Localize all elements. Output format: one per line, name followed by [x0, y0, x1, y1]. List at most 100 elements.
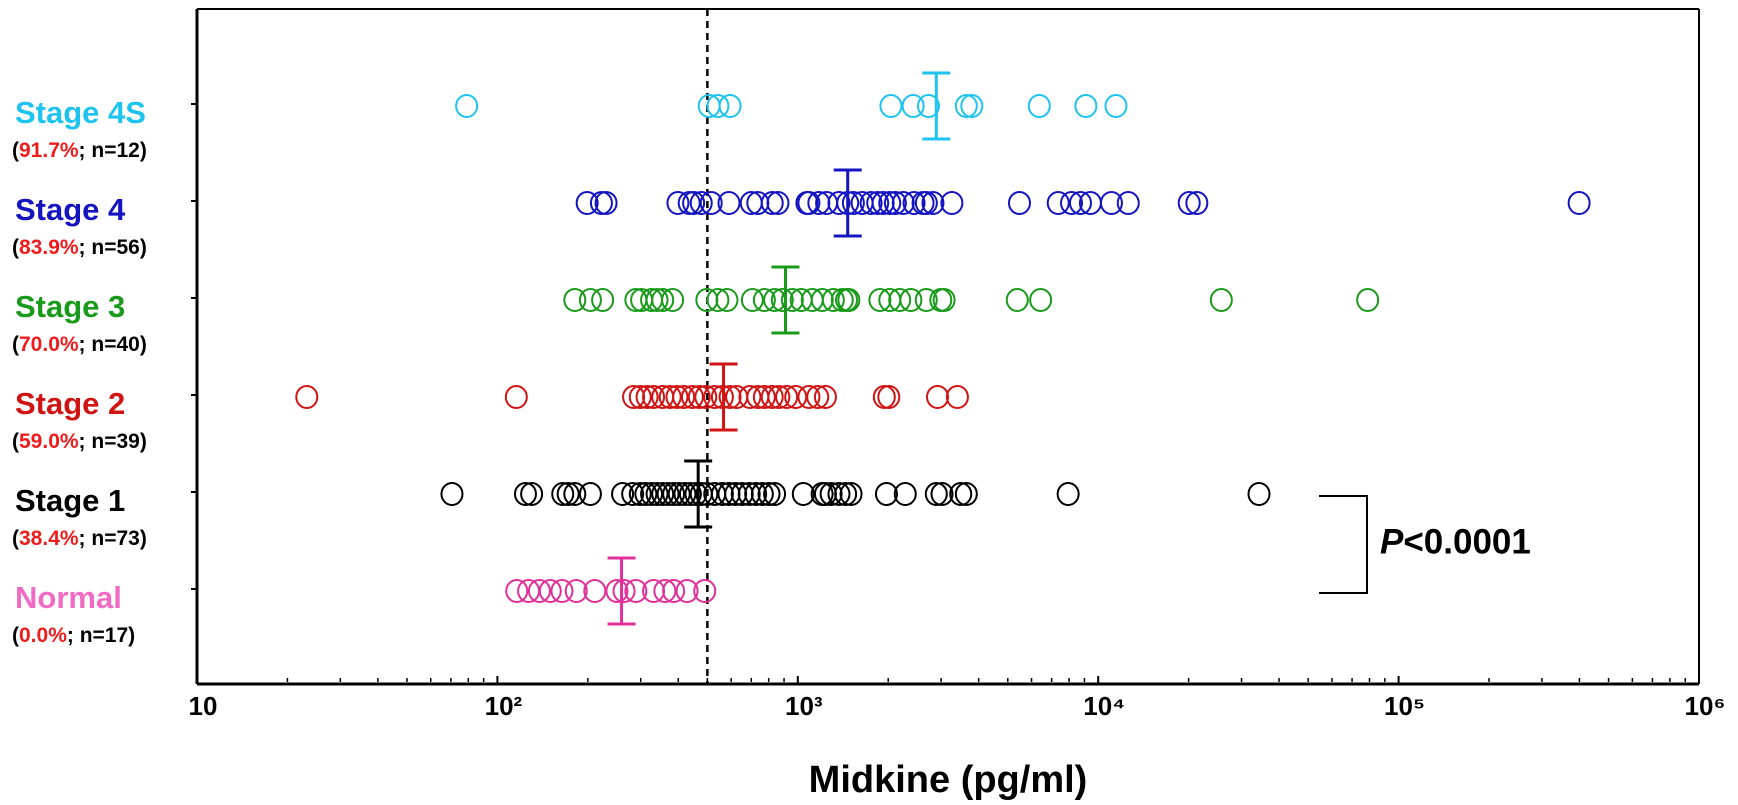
data-point — [1068, 191, 1092, 215]
sublabel-part: 38.4% — [19, 527, 79, 550]
series-label: Stage 4S — [15, 95, 146, 130]
series-label: Normal — [15, 580, 122, 615]
data-point — [1005, 288, 1029, 312]
data-point — [901, 94, 925, 118]
data-point — [564, 579, 588, 603]
data-point — [924, 482, 948, 506]
data-point — [902, 191, 926, 215]
data-point — [827, 191, 851, 215]
data-point — [1567, 191, 1591, 215]
data-point — [505, 579, 529, 603]
x-tick-label: 10⁶ — [1685, 691, 1726, 721]
sublabel-part: ; n=40) — [79, 333, 147, 356]
sublabel-part: ; n=17) — [67, 624, 135, 647]
data-point — [1209, 288, 1233, 312]
data-point — [550, 579, 574, 603]
data-point — [879, 94, 903, 118]
data-point — [834, 482, 858, 506]
data-point — [578, 288, 602, 312]
x-tick-label: 10⁴ — [1083, 691, 1125, 721]
data-point — [656, 482, 680, 506]
data-point — [1185, 191, 1209, 215]
data-point — [538, 579, 562, 603]
sublabel-part: ; n=56) — [79, 236, 147, 259]
data-point — [665, 385, 689, 409]
data-point — [744, 482, 768, 506]
x-tick-label: 10⁵ — [1384, 691, 1425, 721]
sublabel-part: ( — [12, 333, 19, 356]
sublabel-part: ( — [12, 236, 19, 259]
data-point — [883, 191, 907, 215]
series-sublabel: (91.7%; n=12) — [12, 139, 147, 162]
data-point — [760, 385, 784, 409]
series-label: Stage 3 — [15, 289, 125, 324]
data-point — [827, 482, 851, 506]
sublabel-part: ( — [12, 430, 19, 453]
significance-bracket — [1319, 495, 1368, 594]
data-point — [797, 191, 821, 215]
data-point — [868, 288, 892, 312]
sublabel-part: ( — [12, 527, 19, 550]
x-tick-label: 10² — [485, 691, 523, 721]
data-point — [563, 288, 587, 312]
data-point — [1099, 191, 1123, 215]
data-point — [1247, 482, 1271, 506]
data-point — [583, 579, 607, 603]
data-point — [455, 94, 479, 118]
data-point — [520, 482, 544, 506]
data-point — [914, 288, 938, 312]
data-point — [594, 191, 618, 215]
data-point — [874, 482, 898, 506]
data-point — [784, 385, 808, 409]
data-point — [752, 385, 776, 409]
data-point — [872, 385, 896, 409]
data-point — [642, 385, 666, 409]
data-point — [717, 191, 741, 215]
data-point — [1029, 288, 1053, 312]
sublabel-part: 59.0% — [19, 430, 79, 453]
data-point — [605, 579, 629, 603]
data-point — [504, 385, 528, 409]
data-point — [888, 288, 912, 312]
data-point — [628, 385, 652, 409]
data-point — [706, 94, 730, 118]
data-point — [760, 191, 784, 215]
x-tick-label: 10³ — [785, 691, 823, 721]
series-sublabel: (38.4%; n=73) — [12, 527, 147, 550]
data-point — [767, 385, 791, 409]
sublabel-part: 91.7% — [19, 139, 79, 162]
data-point — [1104, 94, 1128, 118]
data-point — [628, 482, 652, 506]
data-point — [622, 385, 646, 409]
data-point — [821, 288, 845, 312]
data-point — [878, 191, 902, 215]
data-point — [839, 482, 863, 506]
data-point — [757, 482, 781, 506]
data-point — [954, 94, 978, 118]
data-point — [694, 385, 718, 409]
series-sublabel: (83.9%; n=56) — [12, 236, 147, 259]
data-point — [658, 385, 682, 409]
data-point — [752, 288, 776, 312]
data-point — [926, 385, 950, 409]
sublabel-part: ; n=73) — [79, 527, 147, 550]
data-point — [737, 482, 761, 506]
data-point — [841, 191, 865, 215]
data-point — [651, 288, 675, 312]
data-point — [440, 482, 464, 506]
data-point — [949, 482, 973, 506]
data-point — [877, 385, 901, 409]
series-sublabel: (0.0%; n=17) — [12, 624, 135, 647]
data-point — [682, 191, 706, 215]
data-point — [718, 94, 742, 118]
data-point — [797, 385, 821, 409]
x-tick-label: 10 — [189, 691, 218, 721]
annotation-part: <0.0001 — [1403, 523, 1531, 562]
data-point — [611, 482, 635, 506]
data-point — [706, 288, 730, 312]
data-point — [662, 579, 686, 603]
data-point — [718, 385, 742, 409]
sublabel-part: ( — [12, 624, 19, 647]
data-point — [960, 94, 984, 118]
data-point — [710, 482, 734, 506]
